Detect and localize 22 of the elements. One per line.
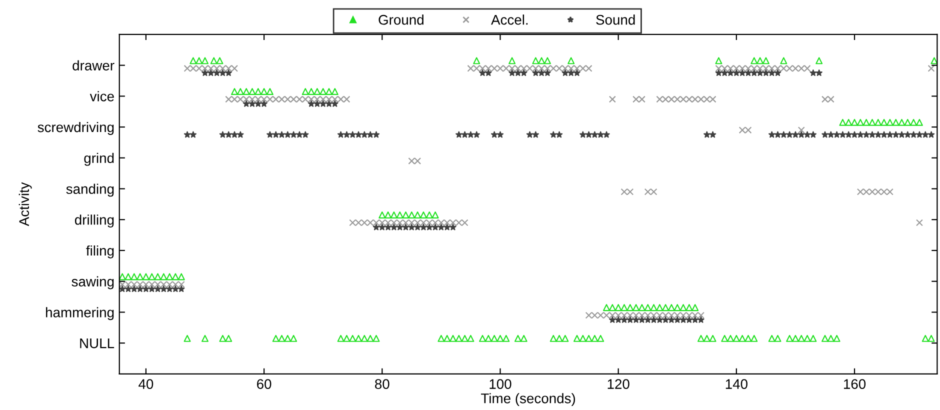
x-tick-label: 120 [608, 379, 630, 389]
y-tick-label: sawing [72, 276, 114, 290]
x-tick-label: 100 [490, 379, 512, 389]
x-tick-label: 60 [257, 379, 272, 389]
x-axis-title: Time (seconds) [481, 393, 576, 406]
y-tick-label: grind [84, 152, 114, 166]
x-tick-label: 40 [138, 379, 154, 389]
x-tick-label: 160 [844, 379, 866, 389]
y-tick-label: drilling [74, 214, 114, 228]
x-tick-label: 140 [726, 379, 748, 389]
y-axis-title: Activity [18, 182, 32, 226]
y-tick-label: vice [90, 91, 114, 102]
legend-label: Ground [378, 14, 424, 25]
y-tick-label: drawer [72, 60, 114, 70]
y-tick-label: filing [86, 245, 114, 258]
legend-label: Sound [596, 14, 635, 25]
x-tick-label: 80 [375, 379, 390, 389]
y-tick-label: screwdriving [38, 122, 114, 135]
y-tick-label: hammering [46, 307, 114, 320]
legend-label: Accel. [491, 14, 528, 25]
y-tick-label: sanding [66, 184, 114, 197]
y-tick-label: NULL [80, 338, 114, 348]
